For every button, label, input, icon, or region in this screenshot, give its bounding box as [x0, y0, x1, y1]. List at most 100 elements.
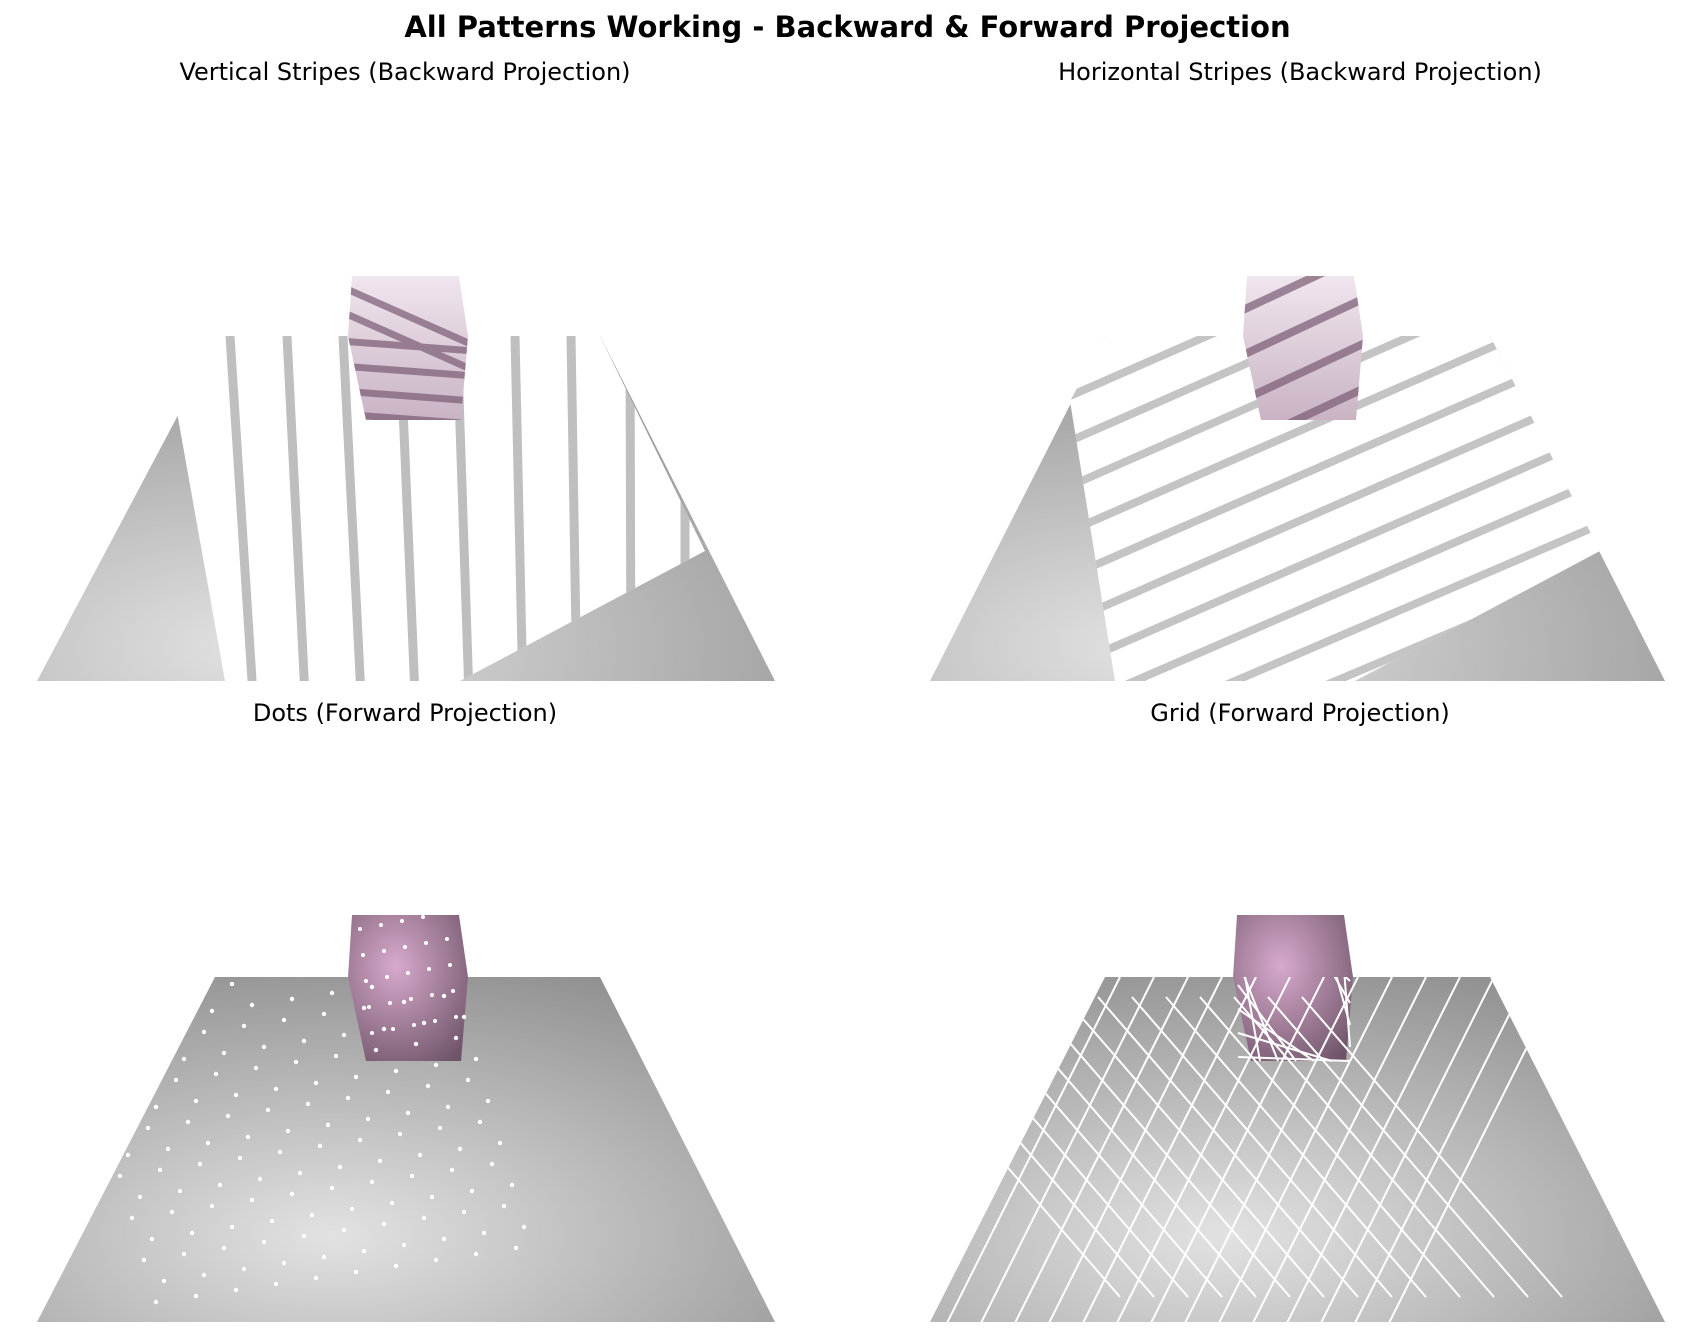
- pattern-dot: [161, 1278, 167, 1284]
- pattern-dot: [153, 1104, 159, 1110]
- pattern-dot: [381, 1026, 387, 1032]
- pattern-dot: [489, 1161, 495, 1167]
- grid-line: [1347, 977, 1529, 1322]
- grid-line: [1075, 977, 1257, 1322]
- grid-line: [1267, 996, 1529, 1298]
- pattern-dot: [241, 1023, 247, 1029]
- pattern-dot: [461, 1014, 467, 1020]
- pattern-dot: [93, 1089, 99, 1095]
- pattern-dot: [449, 1167, 455, 1173]
- pattern-dot: [237, 1155, 243, 1161]
- pattern-dot: [406, 971, 410, 975]
- pattern-dot: [400, 919, 404, 923]
- pattern-dot: [451, 989, 455, 993]
- pattern-dot: [273, 1086, 279, 1092]
- pattern-dot: [385, 1089, 391, 1095]
- grid-pattern: [930, 977, 1563, 1322]
- pattern-dot: [421, 915, 425, 919]
- pattern-dot: [149, 1236, 155, 1242]
- pattern-dot: [329, 990, 335, 996]
- pattern-dot: [149, 993, 155, 999]
- panel-horizontal-stripes: [920, 96, 1680, 696]
- pattern-dot: [473, 1056, 479, 1062]
- pattern-dot: [285, 1128, 291, 1134]
- pattern-dot: [173, 1077, 179, 1083]
- pattern-dot: [341, 1227, 347, 1233]
- scene-grid-image: [930, 915, 1665, 1322]
- pattern-dot: [133, 1083, 139, 1089]
- pattern-dot: [105, 1131, 111, 1137]
- pattern-dot: [281, 1260, 287, 1266]
- pattern-dot: [313, 1275, 319, 1281]
- pattern-dot: [433, 1019, 437, 1023]
- pattern-dot: [129, 1020, 135, 1026]
- pattern-dot: [177, 1188, 183, 1194]
- pattern-dot: [437, 1125, 443, 1131]
- pattern-dot: [249, 1197, 255, 1203]
- pattern-dot: [153, 1299, 159, 1305]
- pattern-dot: [433, 1062, 439, 1068]
- pattern-dot: [469, 1188, 475, 1194]
- pattern-dot: [361, 1248, 367, 1254]
- pattern-dot: [205, 1140, 211, 1146]
- pattern-dot: [169, 1209, 175, 1215]
- floor-plane: [37, 977, 775, 1322]
- pattern-dot: [181, 1251, 187, 1257]
- pattern-dot: [388, 1001, 392, 1005]
- pattern-dot: [281, 1017, 287, 1023]
- pattern-dot: [229, 1224, 235, 1230]
- pattern-dot: [293, 1059, 299, 1065]
- pattern-dot: [367, 1005, 371, 1009]
- pattern-dot: [357, 1137, 363, 1143]
- pattern-dot: [145, 1125, 151, 1131]
- scene-horizontal-stripes-image: [930, 276, 1665, 681]
- pattern-dot: [379, 923, 383, 927]
- grid-line: [1237, 1032, 1333, 1062]
- pattern-dot: [465, 1077, 471, 1083]
- pattern-dot: [421, 1020, 427, 1026]
- pattern-dot: [193, 1098, 199, 1104]
- pattern-dot: [321, 1254, 327, 1260]
- pattern-dot: [209, 1008, 215, 1014]
- pattern-dot: [412, 1023, 416, 1027]
- grid-line: [1041, 977, 1223, 1322]
- pattern-dot: [181, 1056, 187, 1062]
- grid-line: [1319, 977, 1351, 1026]
- pattern-dot: [405, 1110, 411, 1116]
- pattern-dot: [325, 1122, 331, 1128]
- pattern-dot: [273, 1281, 279, 1287]
- grid-line: [939, 977, 1121, 1322]
- pattern-dot: [485, 1098, 491, 1104]
- pattern-dot: [69, 1005, 75, 1011]
- pattern-dot: [125, 1152, 131, 1158]
- pattern-dot: [117, 1173, 123, 1179]
- pattern-dot: [497, 1140, 503, 1146]
- pattern-dot: [201, 1029, 207, 1035]
- pattern-dot: [441, 993, 447, 999]
- pattern-dot: [381, 1221, 387, 1227]
- pattern-dot: [189, 987, 195, 993]
- pattern-dot: [353, 1074, 359, 1080]
- pattern-dot: [425, 1083, 431, 1089]
- pattern-dot: [521, 1224, 527, 1230]
- pattern-dot: [421, 1215, 427, 1221]
- grid-line: [973, 977, 1155, 1322]
- grid-line: [1063, 996, 1325, 1298]
- panel-dots: [25, 737, 785, 1337]
- pattern-dot: [317, 1143, 323, 1149]
- pattern-dot: [513, 1245, 519, 1251]
- pattern-dot: [373, 1047, 379, 1053]
- pattern-dot: [101, 1068, 107, 1074]
- pattern-dot: [193, 1293, 199, 1299]
- grid-line: [1109, 977, 1291, 1322]
- pattern-dot: [393, 1263, 399, 1269]
- grid-line: [1199, 996, 1461, 1298]
- pattern-dot: [401, 1242, 407, 1248]
- grid-line: [1279, 977, 1461, 1322]
- pattern-dot: [361, 1005, 367, 1011]
- pattern-dot: [77, 984, 83, 990]
- pattern-dot: [509, 1182, 515, 1188]
- pattern-dot: [165, 1146, 171, 1152]
- grid-line: [1097, 996, 1359, 1298]
- grid-line: [1313, 977, 1495, 1322]
